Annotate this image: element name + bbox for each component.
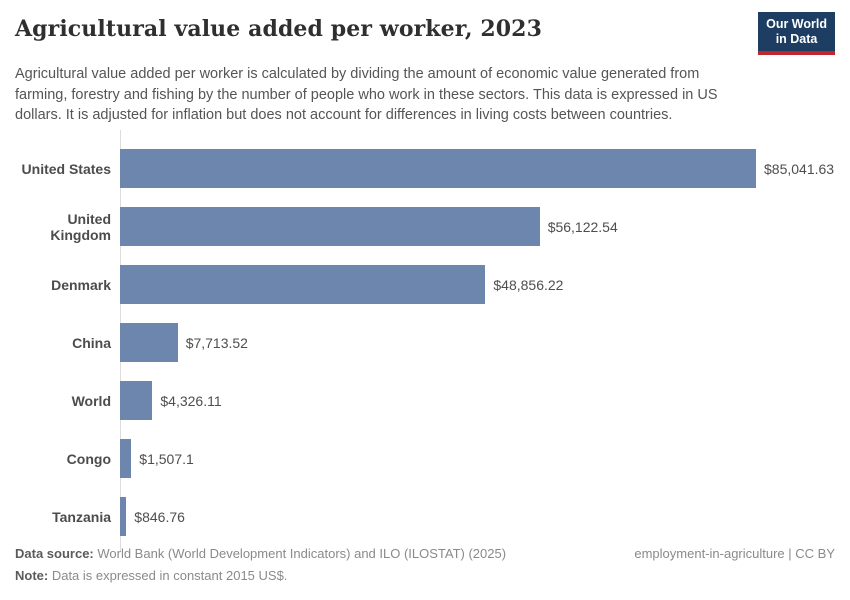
bar[interactable] bbox=[120, 497, 127, 537]
chart-row: Congo $1,507.1 bbox=[67, 430, 835, 488]
bar[interactable] bbox=[120, 149, 756, 189]
value-label: $846.76 bbox=[134, 508, 185, 525]
bar[interactable] bbox=[120, 381, 153, 421]
owid-logo[interactable]: Our World in Data bbox=[758, 12, 835, 55]
category-label: Tanzania bbox=[52, 508, 111, 525]
data-source-text: World Bank (World Development Indicators… bbox=[93, 546, 507, 562]
category-label: China bbox=[72, 334, 111, 351]
value-label: $1,507.1 bbox=[139, 450, 194, 467]
category-label: Denmark bbox=[51, 276, 111, 293]
category-label: Congo bbox=[66, 450, 111, 467]
bar[interactable] bbox=[120, 323, 178, 363]
footer: Data source: World Bank (World Developme… bbox=[15, 543, 835, 586]
logo-line-1: Our World bbox=[766, 17, 827, 31]
chart-row: China $7,713.52 bbox=[72, 314, 835, 372]
footer-rights[interactable]: employment-in-agriculture | CC BY bbox=[634, 546, 835, 562]
data-source-label: Data source: bbox=[15, 546, 94, 562]
value-label: $85,041.63 bbox=[764, 160, 835, 177]
value-label: $48,856.22 bbox=[493, 276, 564, 293]
chart-row: Denmark $48,856.22 bbox=[51, 256, 835, 314]
logo-line-2: in Data bbox=[775, 32, 818, 46]
note-label: Note: bbox=[15, 567, 49, 583]
chart-row: World $4,326.11 bbox=[72, 372, 835, 430]
value-label: $56,122.54 bbox=[547, 218, 618, 235]
category-label: United Kingdom bbox=[50, 210, 111, 243]
bar[interactable] bbox=[120, 265, 486, 305]
bar-chart: United States $85,041.63 United Kingdom $56… bbox=[15, 129, 835, 552]
data-source-line: Data source: World Bank (World Developme… bbox=[15, 543, 506, 564]
category-label: World bbox=[71, 392, 111, 409]
value-label: $4,326.11 bbox=[160, 392, 222, 409]
footer-left: Data source: World Bank (World Developme… bbox=[15, 543, 506, 586]
chart-subtitle: Agricultural value added per worker is c… bbox=[15, 66, 718, 124]
category-label: United States bbox=[21, 160, 111, 177]
note-line: Note: Data is expressed in constant 2015… bbox=[15, 565, 506, 586]
bar[interactable] bbox=[120, 207, 540, 247]
bar[interactable] bbox=[120, 439, 132, 479]
chart-rows: United States $85,041.63 United Kingdom $56… bbox=[22, 140, 835, 546]
header: Agricultural value added per worker, 202… bbox=[15, 12, 835, 55]
chart-row: United States $85,041.63 bbox=[22, 140, 835, 198]
chart-row: United Kingdom $56,122.54 bbox=[50, 198, 835, 256]
value-label: $7,713.52 bbox=[185, 334, 248, 351]
page-title: Agricultural value added per worker, 202… bbox=[15, 16, 542, 42]
chart-row: Tanzania $846.76 bbox=[52, 488, 835, 546]
note-text: Data is expressed in constant 2015 US$. bbox=[48, 567, 288, 583]
